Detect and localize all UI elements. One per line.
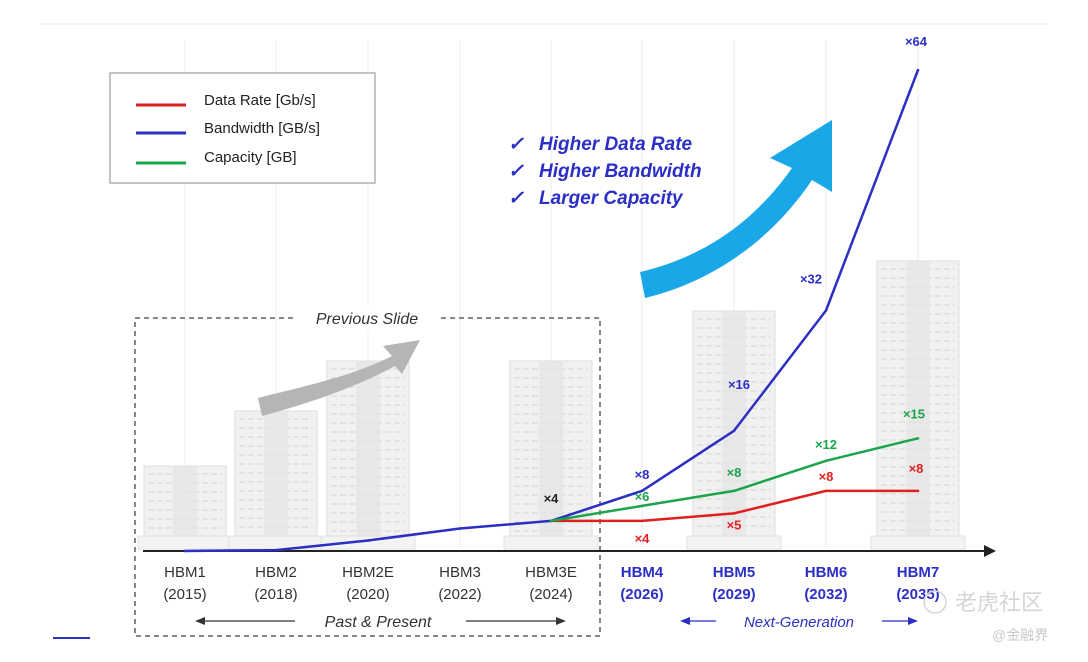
series-2-point-2 xyxy=(732,489,736,493)
check-item-capacity: Larger Capacity xyxy=(539,188,684,209)
legend-box xyxy=(109,72,376,184)
check-item-bandwidth: Higher Bandwidth xyxy=(539,161,702,182)
multiplier-label-2-8: ×15 xyxy=(903,406,925,421)
tick-label-1: HBM2 xyxy=(255,564,297,581)
multiplier-label-2-5: ×6 xyxy=(635,489,650,504)
past-left-arrowhead xyxy=(195,617,205,625)
stack-1-tsv xyxy=(264,411,288,536)
tick-label-6: HBM5 xyxy=(713,564,756,581)
series-0-point-4 xyxy=(916,489,920,493)
past-right-arrowhead xyxy=(556,617,566,625)
series-1-point-6 xyxy=(732,429,736,433)
tick-year-5: (2026) xyxy=(620,586,663,603)
multiplier-label-0-7: ×8 xyxy=(819,469,834,484)
series-1-point-0 xyxy=(183,549,187,553)
check-item-data-rate: Higher Data Rate xyxy=(539,134,693,155)
multiplier-label-0-6: ×5 xyxy=(727,517,742,532)
watermark-sub: @金融界 xyxy=(992,627,1048,643)
stack-8-tsv xyxy=(906,261,930,536)
series-0-point-3 xyxy=(824,489,828,493)
tick-label-4: HBM3E xyxy=(525,564,577,581)
tick-year-7: (2032) xyxy=(804,586,847,603)
multiplier-label-2-6: ×8 xyxy=(727,465,742,480)
series-1-point-5 xyxy=(640,489,644,493)
next-left-arrowhead xyxy=(680,617,690,625)
multiplier-label-1-5: ×8 xyxy=(635,467,650,482)
tick-year-1: (2018) xyxy=(254,586,297,603)
legend-label-bandwidth: Bandwidth [GB/s] xyxy=(204,120,320,137)
next-generation-label: Next-Generation xyxy=(744,614,854,631)
legend-label-capacity: Capacity [GB] xyxy=(204,149,297,166)
previous-slide-label: Previous Slide xyxy=(316,311,418,328)
x-axis-ticks: HBM1 (2015) HBM2 (2018) HBM2E (2020) HBM3 (2022… xyxy=(163,564,939,603)
benefits-checklist: ✓ Higher Data Rate ✓ Higher Bandwidth ✓ … xyxy=(508,134,702,209)
tick-year-2: (2020) xyxy=(346,586,389,603)
series-2-point-0 xyxy=(549,519,553,523)
past-present-caption: Past & Present xyxy=(195,614,566,631)
previous-slide-box xyxy=(134,317,601,637)
stack-8-base xyxy=(870,535,966,550)
tick-label-3: HBM3 xyxy=(439,564,481,581)
check-mark-2: ✓ xyxy=(508,161,525,182)
stack-6-tsv xyxy=(722,311,746,536)
multiplier-label-1-7: ×32 xyxy=(800,272,822,287)
previous-slide-label-bg xyxy=(296,306,438,330)
watermark-logo-icon xyxy=(923,590,947,614)
series-0-point-1 xyxy=(640,519,644,523)
next-generation-caption: Next-Generation xyxy=(680,614,918,631)
tick-label-5: HBM4 xyxy=(621,564,664,581)
check-mark-3: ✓ xyxy=(508,188,525,209)
multiplier-label-0-5: ×4 xyxy=(635,531,651,546)
data-series xyxy=(183,68,920,553)
stack-2-tsv xyxy=(356,361,380,536)
stack-4-base xyxy=(503,535,599,550)
tick-year-3: (2022) xyxy=(438,586,481,603)
tick-label-0: HBM1 xyxy=(164,564,206,581)
past-present-label: Past & Present xyxy=(325,614,432,631)
stack-2-base xyxy=(320,535,416,550)
x-axis-arrowhead xyxy=(984,545,996,557)
legend-label-data-rate: Data Rate [Gb/s] xyxy=(204,92,316,109)
stack-4-tsv xyxy=(539,361,563,536)
tick-year-4: (2024) xyxy=(529,586,572,603)
series-1-point-1 xyxy=(274,548,278,552)
watermark-main: 老虎社区 xyxy=(955,590,1043,615)
stack-0-base xyxy=(137,535,233,550)
multiplier-label-1-8: ×64 xyxy=(905,34,928,49)
stack-6-base xyxy=(686,535,782,550)
watermark: 老虎社区 @金融界 xyxy=(923,590,1048,643)
tick-year-8: (2035) xyxy=(896,586,939,603)
legend: Data Rate [Gb/s] Bandwidth [GB/s] Capaci… xyxy=(109,72,376,184)
next-gen-growth-arrow xyxy=(640,120,832,298)
multiplier-label-1-6: ×16 xyxy=(728,377,750,392)
tick-label-7: HBM6 xyxy=(805,564,848,581)
series-1-point-3 xyxy=(458,527,462,530)
series-2-point-3 xyxy=(824,459,828,463)
multiplier-label-1-4: ×4 xyxy=(544,491,560,506)
tick-label-2: HBM2E xyxy=(342,564,394,581)
memory-stack-illustrations xyxy=(137,260,966,550)
multiplier-label-0-8: ×8 xyxy=(909,461,924,476)
series-1-point-7 xyxy=(824,309,828,312)
stack-0-tsv xyxy=(173,466,197,536)
series-2-point-4 xyxy=(916,437,920,440)
series-1-point-2 xyxy=(366,539,370,542)
previous-growth-arrow xyxy=(258,340,420,416)
series-1-point-8 xyxy=(916,68,920,72)
series-2-point-1 xyxy=(640,504,644,508)
tick-label-8: HBM7 xyxy=(897,564,940,581)
multiplier-labels: ×4 ×5 ×8 ×8 ×4 ×8 ×16 ×32 ×64 ×6 ×8 ×12 ×15 xyxy=(544,34,928,546)
next-right-arrowhead xyxy=(908,617,918,625)
multiplier-label-2-7: ×12 xyxy=(815,437,837,452)
tick-year-0: (2015) xyxy=(163,586,206,603)
series-0-point-2 xyxy=(732,512,736,515)
check-mark-1: ✓ xyxy=(508,134,525,155)
tick-year-6: (2029) xyxy=(712,586,755,603)
